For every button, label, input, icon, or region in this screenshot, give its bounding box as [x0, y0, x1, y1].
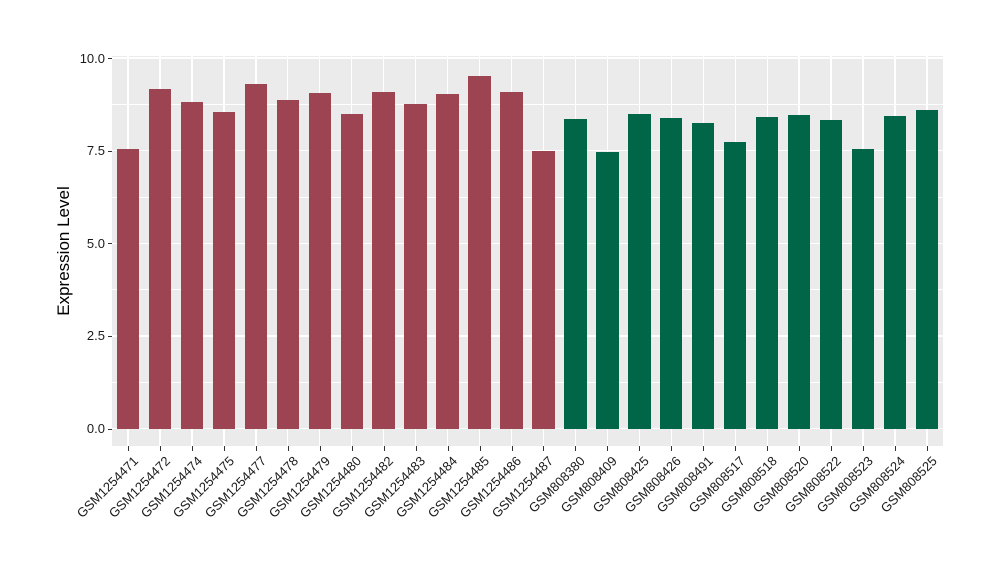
bar-GSM1254479 [308, 92, 331, 429]
bar-GSM808491 [692, 122, 715, 429]
plot-panel [112, 56, 943, 446]
x-tick-mark [383, 446, 385, 451]
major-gridline [112, 149, 943, 152]
bar-GSM1254471 [116, 148, 140, 429]
x-tick-mark [223, 446, 225, 451]
minor-gridline [112, 103, 943, 105]
y-tick-label: 7.5 [86, 143, 105, 159]
x-tick-mark [159, 446, 161, 451]
x-tick-mark [351, 446, 353, 451]
bar-GSM1254482 [372, 92, 395, 429]
bar-GSM808522 [819, 119, 843, 429]
x-tick-mark [127, 446, 129, 451]
bar-GSM808425 [628, 113, 651, 429]
bar-GSM1254486 [500, 91, 523, 429]
x-tick-mark [511, 446, 513, 451]
x-tick-mark [191, 446, 193, 451]
y-tick-label: 5.0 [86, 235, 105, 251]
y-tick-mark [107, 243, 112, 245]
y-axis-title: Expression Level [54, 186, 73, 316]
x-tick-mark [831, 446, 833, 451]
bar-GSM808524 [883, 115, 907, 429]
x-tick-mark [671, 446, 673, 451]
bar-GSM1254478 [276, 99, 299, 429]
minor-gridline [112, 289, 943, 290]
major-gridline [112, 335, 943, 337]
bar-GSM1254480 [340, 113, 363, 429]
x-tick-mark [607, 446, 609, 451]
x-tick-mark [479, 446, 481, 451]
x-tick-mark [735, 446, 737, 451]
bar-GSM1254487 [532, 151, 555, 429]
x-tick-mark [799, 446, 801, 451]
y-tick-mark [107, 335, 112, 337]
major-gridline [112, 57, 943, 59]
x-tick-mark [767, 446, 769, 451]
bar-GSM808426 [660, 118, 683, 429]
x-tick-mark [863, 446, 865, 451]
major-gridline [112, 427, 943, 430]
x-tick-mark [639, 446, 641, 451]
bar-GSM808518 [756, 116, 779, 429]
bar-GSM808409 [596, 152, 619, 429]
x-tick-mark [255, 446, 257, 451]
x-tick-mark [415, 446, 417, 451]
x-tick-mark [703, 446, 705, 451]
y-tick-label: 0.0 [86, 421, 105, 436]
y-tick-label: 2.5 [86, 328, 105, 344]
x-tick-mark [319, 446, 321, 451]
x-tick-mark [895, 446, 897, 451]
bar-GSM1254477 [244, 83, 267, 429]
y-tick-mark [107, 150, 112, 152]
x-tick-mark [575, 446, 577, 451]
minor-gridline [112, 196, 943, 198]
y-tick-label: 10.0 [79, 50, 105, 66]
bar-GSM1254484 [436, 94, 459, 429]
bar-GSM1254485 [468, 75, 491, 429]
bar-GSM1254472 [148, 88, 172, 429]
y-tick-mark [107, 428, 112, 430]
bar-GSM808525 [915, 109, 939, 429]
y-tick-mark [107, 58, 112, 59]
bar-GSM808523 [851, 148, 875, 429]
x-tick-mark [447, 446, 449, 451]
bar-GSM1254483 [404, 103, 427, 429]
minor-gridline [112, 381, 943, 383]
x-tick-mark [543, 446, 545, 451]
bar-GSM808517 [724, 142, 747, 429]
bar-GSM808380 [564, 119, 587, 429]
x-tick-mark [927, 446, 929, 451]
bar-GSM808520 [787, 114, 811, 429]
bar-GSM1254474 [180, 102, 204, 429]
bar-GSM1254475 [212, 112, 236, 429]
major-gridline [112, 242, 943, 244]
x-tick-mark [287, 446, 289, 451]
